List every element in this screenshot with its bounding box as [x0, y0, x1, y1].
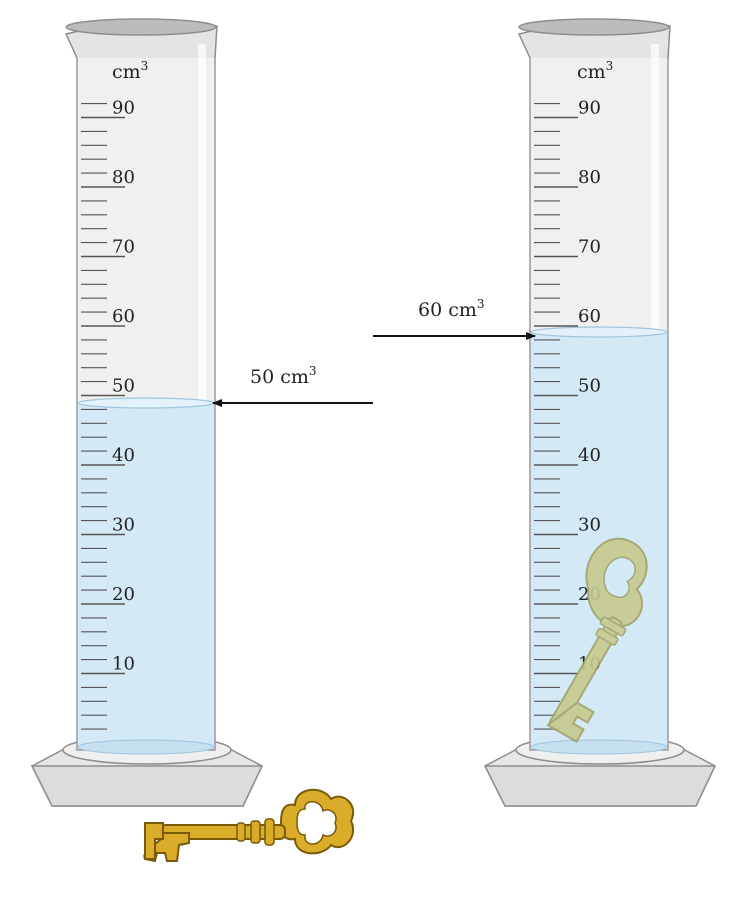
scale-label-60: 60 [578, 306, 601, 327]
left-unit-label: cm3 [112, 59, 148, 83]
scale-label-20: 20 [112, 584, 135, 605]
left-unit-exponent: 3 [141, 59, 149, 73]
scale-label-40: 40 [112, 445, 135, 466]
scale-label-80: 80 [112, 167, 135, 188]
left-water [77, 397, 215, 755]
key-icon [143, 789, 354, 863]
scale-label-70: 70 [578, 237, 601, 258]
scale-label-70: 70 [112, 237, 135, 258]
left-reading: 50 cm3 [212, 364, 373, 407]
right-unit-exponent: 3 [606, 59, 614, 73]
scale-label-90: 90 [112, 98, 135, 119]
scale-label-80: 80 [578, 167, 601, 188]
right-unit-label: cm3 [577, 59, 613, 83]
scale-label-30: 30 [112, 515, 135, 536]
scale-label-60: 60 [112, 306, 135, 327]
scale-label-40: 40 [578, 445, 601, 466]
submerged-key-icon [546, 537, 648, 743]
right-water [530, 326, 668, 755]
right-unit-text: cm [577, 61, 606, 83]
left-scale: 90 80 70 60 50 40 30 20 10 [81, 98, 135, 730]
right-reading: 60 cm3 [373, 297, 536, 340]
left-reading-label: 50 cm3 [250, 364, 317, 388]
scale-label-10: 10 [112, 654, 135, 675]
scale-label-50: 50 [578, 376, 601, 397]
scale-label-50: 50 [112, 376, 135, 397]
left-cylinder: 90 80 70 60 50 40 30 20 10 cm3 [30, 18, 264, 807]
left-unit-text: cm [112, 61, 141, 83]
right-reading-label: 60 cm3 [418, 297, 485, 321]
scale-label-30: 30 [578, 515, 601, 536]
scale-label-90: 90 [578, 98, 601, 119]
